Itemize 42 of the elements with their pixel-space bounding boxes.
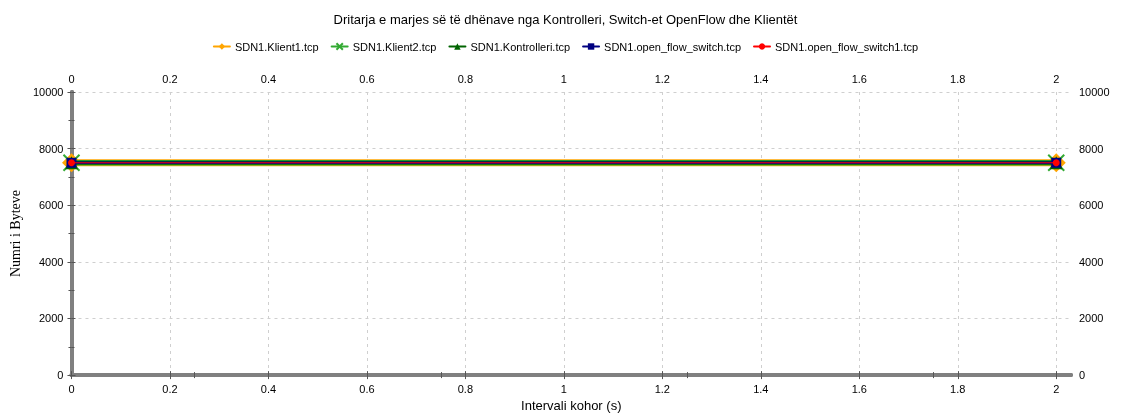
x2-tick-label: 0.2: [162, 72, 178, 85]
x2-tick-label: 1.6: [851, 72, 867, 85]
x2-tick-label: 1.4: [753, 72, 769, 85]
y2-tick-label: 10000: [1079, 86, 1110, 98]
x-tick-label: 1.8: [950, 382, 966, 395]
x-tick-label: 0: [68, 382, 75, 395]
y-tick-label: 0: [57, 369, 64, 382]
x2-tick-label: 1.2: [654, 72, 670, 85]
x-tick-label: 0.6: [359, 382, 375, 395]
y2-tick-label: 8000: [1079, 142, 1104, 155]
y-axis-title: Numri i Byteve: [7, 190, 23, 278]
legend-label: SDN1.open_flow_switch1.tcp: [775, 40, 919, 53]
y-tick-label: 4000: [39, 255, 64, 268]
x-tick-label: 0.2: [162, 382, 178, 395]
y2-tick-label: 4000: [1079, 255, 1104, 268]
x2-tick-label: 0.8: [457, 72, 474, 85]
y2-tick-label: 0: [1079, 369, 1086, 382]
x-tick-label: 0.8: [457, 382, 474, 395]
legend-label: SDN1.open_flow_switch.tcp: [604, 40, 742, 53]
y-tick-label: 2000: [39, 312, 64, 325]
y2-tick-label: 2000: [1079, 312, 1104, 325]
x-tick-label: 1.6: [851, 382, 867, 395]
chart-title: Dritarja e marjes së të dhënave nga Kontrolleri, Switch-et OpenFlow dhe Klientët: [333, 12, 798, 27]
y2-tick-label: 6000: [1079, 199, 1104, 212]
y-tick-label: 8000: [39, 142, 64, 155]
x2-tick-label: 2: [1053, 72, 1060, 85]
legend-label: SDN1.Klient2.tcp: [352, 40, 437, 53]
x-tick-label: 1.2: [654, 382, 670, 395]
x2-tick-label: 0: [68, 72, 75, 85]
x-tick-label: 1.4: [753, 382, 769, 395]
x-tick-label: 1: [560, 382, 567, 395]
x2-tick-label: 1: [560, 72, 567, 85]
x-tick-label: 2: [1053, 382, 1060, 395]
y-tick-label: 6000: [39, 199, 64, 212]
legend-label: SDN1.Kontrolleri.tcp: [470, 40, 571, 53]
legend-label: SDN1.Klient1.tcp: [234, 40, 319, 53]
x-axis-title: Intervali kohor (s): [521, 398, 622, 413]
x2-tick-label: 0.6: [359, 72, 375, 85]
y-tick-label: 10000: [32, 86, 64, 98]
x2-tick-label: 1.8: [950, 72, 966, 85]
x-tick-label: 0.4: [260, 382, 277, 395]
x2-tick-label: 0.4: [260, 72, 277, 85]
